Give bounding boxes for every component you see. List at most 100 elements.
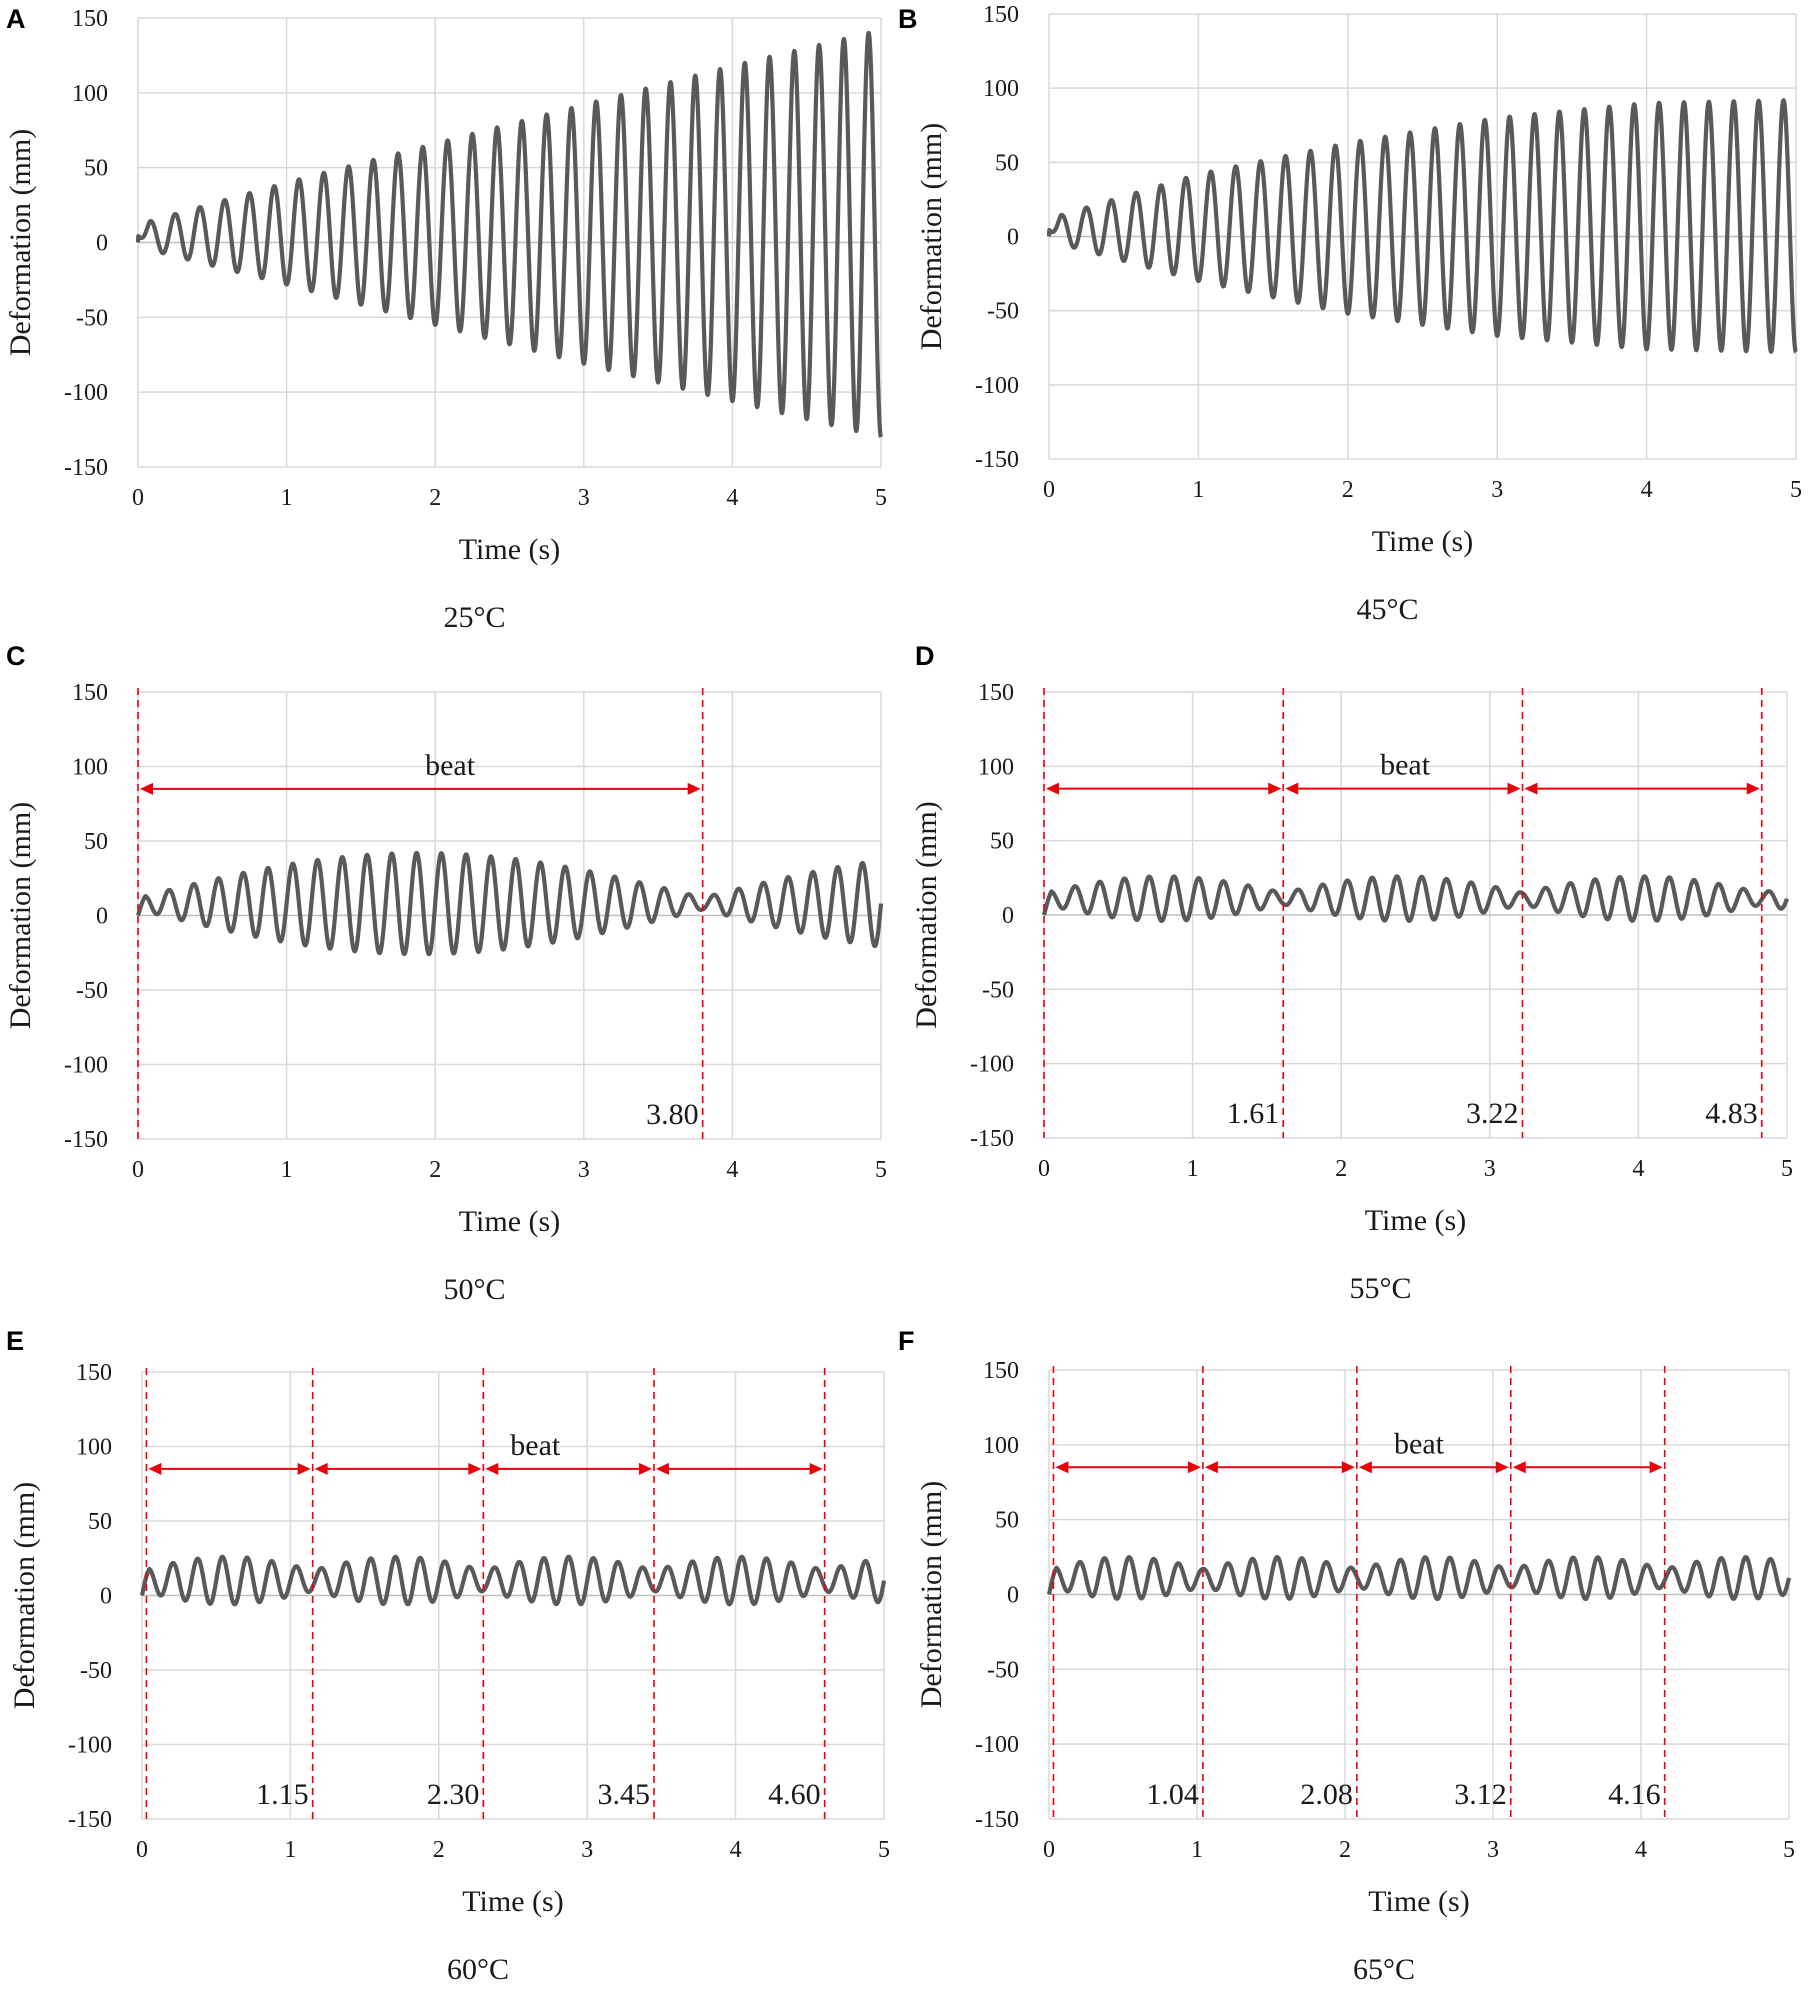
- panel-e: E 150 100 50 0 -50 -100 -150 0 1 2 3 4 5 Time (s) Defor…: [6, 1326, 890, 1986]
- beat-markers: beat 1.15 2.30 3.45 4.60: [145, 1368, 826, 1819]
- x-tick-label: 2: [1342, 477, 1354, 503]
- y-tick-label: -150: [64, 1127, 108, 1153]
- x-tick-label: 1: [1187, 1156, 1199, 1182]
- y-tick-label: -150: [975, 447, 1019, 473]
- beat-period-label: 2.30: [427, 1778, 480, 1811]
- y-axis-title: Deformation (mm): [915, 1481, 948, 1708]
- beat-markers: beat 1.61 3.22 4.83: [1043, 688, 1763, 1138]
- x-tick-label: 5: [878, 1837, 890, 1863]
- y-tick-label: 150: [983, 2, 1019, 28]
- beat-arrow-head-left: [148, 1462, 162, 1475]
- y-tick-label: 50: [995, 150, 1019, 176]
- beat-arrow-head-right: [1268, 782, 1282, 795]
- y-tick-label: 100: [76, 1435, 112, 1461]
- y-tick-label: 0: [1007, 225, 1019, 251]
- temperature-caption: 55°C: [1349, 1272, 1411, 1305]
- beat-arrow-head-left: [485, 1462, 499, 1475]
- y-tick-label: 50: [88, 1509, 112, 1535]
- x-tick-label: 2: [429, 1157, 441, 1183]
- beat-label: beat: [1394, 1427, 1445, 1460]
- y-tick-label: -50: [987, 299, 1019, 325]
- beat-label: beat: [510, 1429, 561, 1462]
- x-tick-label: 1: [284, 1837, 296, 1863]
- y-tick-label: 150: [978, 680, 1014, 706]
- y-tick-label: 150: [72, 6, 108, 32]
- x-tick-label: 5: [1783, 1837, 1795, 1863]
- x-axis-title: Time (s): [1372, 525, 1473, 558]
- x-tick-label: 5: [875, 485, 887, 511]
- beat-markers: beat 1.04 2.08 3.12 4.16: [1052, 1366, 1666, 1819]
- y-tick-label: 50: [84, 156, 108, 182]
- x-axis-title: Time (s): [462, 1885, 563, 1918]
- y-tick-label: -150: [970, 1126, 1014, 1152]
- beat-arrow-head-left: [1358, 1461, 1372, 1474]
- beat-arrow-head-left: [655, 1462, 669, 1475]
- beat-arrow-head-right: [638, 1462, 652, 1475]
- beat-arrow-head-left: [1046, 782, 1059, 795]
- y-tick-label: 150: [72, 680, 108, 706]
- series-line: [1046, 1555, 1792, 1602]
- y-axis-title: Deformation (mm): [4, 129, 37, 356]
- x-tick-label: 4: [726, 485, 738, 511]
- y-axis-title: Deformation (mm): [4, 802, 37, 1029]
- beat-arrow-head-right: [687, 782, 701, 795]
- x-tick-label: 3: [1487, 1837, 1499, 1863]
- beat-arrow-head-left: [1055, 1461, 1069, 1474]
- beat-arrow-head-left: [1524, 782, 1538, 795]
- y-tick-label: -50: [987, 1657, 1019, 1683]
- x-tick-label: 5: [875, 1157, 887, 1183]
- beat-arrow-head-right: [297, 1462, 311, 1475]
- x-tick-label: 0: [136, 1837, 148, 1863]
- series-line: [139, 1554, 887, 1607]
- x-tick-label: 4: [1635, 1837, 1647, 1863]
- y-tick-label: 0: [96, 231, 108, 257]
- panel-b: B 150 100 50 0 -50 -100 -150 0 1 2 3 4 5 Time (s) Defor…: [898, 2, 1802, 626]
- beat-period-label: 1.61: [1227, 1097, 1280, 1130]
- y-tick-label: 0: [1002, 903, 1014, 929]
- series-line: [135, 30, 883, 439]
- y-axis-title: Deformation (mm): [910, 801, 943, 1028]
- y-tick-label: 0: [100, 1584, 112, 1610]
- temperature-caption: 45°C: [1356, 593, 1418, 626]
- y-tick-label: 100: [978, 754, 1014, 780]
- panel-letter: B: [898, 4, 918, 34]
- temperature-caption: 50°C: [443, 1273, 505, 1306]
- panel-f: F 150 100 50 0 -50 -100 -150 0 1 2 3 4 5 Time (s) Defor…: [898, 1326, 1795, 1986]
- beat-period-label: 3.45: [597, 1778, 650, 1811]
- beat-arrow-head-left: [314, 1462, 328, 1475]
- x-tick-label: 0: [1043, 477, 1055, 503]
- beat-arrow-head-left: [1285, 782, 1299, 795]
- y-tick-label: 150: [76, 1360, 112, 1386]
- series-line: [1046, 98, 1798, 354]
- y-tick-label: 50: [990, 829, 1014, 855]
- x-tick-label: 3: [578, 1157, 590, 1183]
- y-tick-label: -150: [68, 1807, 112, 1833]
- y-tick-label: -100: [64, 1053, 108, 1079]
- x-tick-label: 3: [1484, 1156, 1496, 1182]
- series-line: [1041, 874, 1789, 924]
- panel-a: A 150 100 50 0 -50 -100 -150 0 1 2 3 4 5 Time (s) Defor…: [4, 4, 887, 634]
- y-tick-label: 100: [72, 81, 108, 107]
- x-tick-label: 0: [1038, 1156, 1050, 1182]
- y-tick-label: 100: [983, 1433, 1019, 1459]
- beat-label: beat: [425, 749, 476, 782]
- y-axis-title: Deformation (mm): [915, 123, 948, 350]
- x-tick-label: 2: [429, 485, 441, 511]
- y-tick-label: -50: [80, 1658, 112, 1684]
- beat-period-label: 1.15: [256, 1778, 309, 1811]
- panel-letter: C: [6, 641, 26, 671]
- y-tick-label: -100: [975, 1732, 1019, 1758]
- beat-arrow-head-right: [1187, 1461, 1201, 1474]
- beat-arrow-head-right: [1495, 1461, 1509, 1474]
- panel-letter: D: [915, 641, 935, 671]
- y-tick-label: -100: [975, 373, 1019, 399]
- beat-arrow-head-left: [140, 782, 153, 795]
- y-tick-label: 0: [96, 904, 108, 930]
- panel-letter: E: [6, 1326, 24, 1356]
- y-tick-label: -50: [982, 977, 1014, 1003]
- x-axis-title: Time (s): [1368, 1885, 1469, 1918]
- beat-arrow-head-left: [1512, 1461, 1526, 1474]
- x-tick-label: 0: [132, 485, 144, 511]
- y-tick-label: 100: [983, 76, 1019, 102]
- x-tick-label: 4: [730, 1837, 742, 1863]
